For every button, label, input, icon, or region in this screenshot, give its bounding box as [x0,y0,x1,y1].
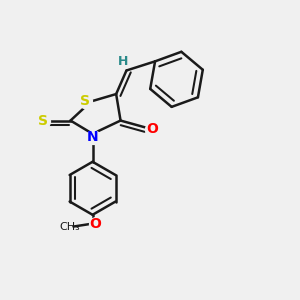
Text: CH₃: CH₃ [59,222,80,232]
Text: N: N [87,130,98,144]
Text: S: S [80,94,90,108]
Text: H: H [118,55,128,68]
Text: O: O [146,122,158,136]
Text: O: O [90,217,101,231]
Text: S: S [38,114,48,128]
